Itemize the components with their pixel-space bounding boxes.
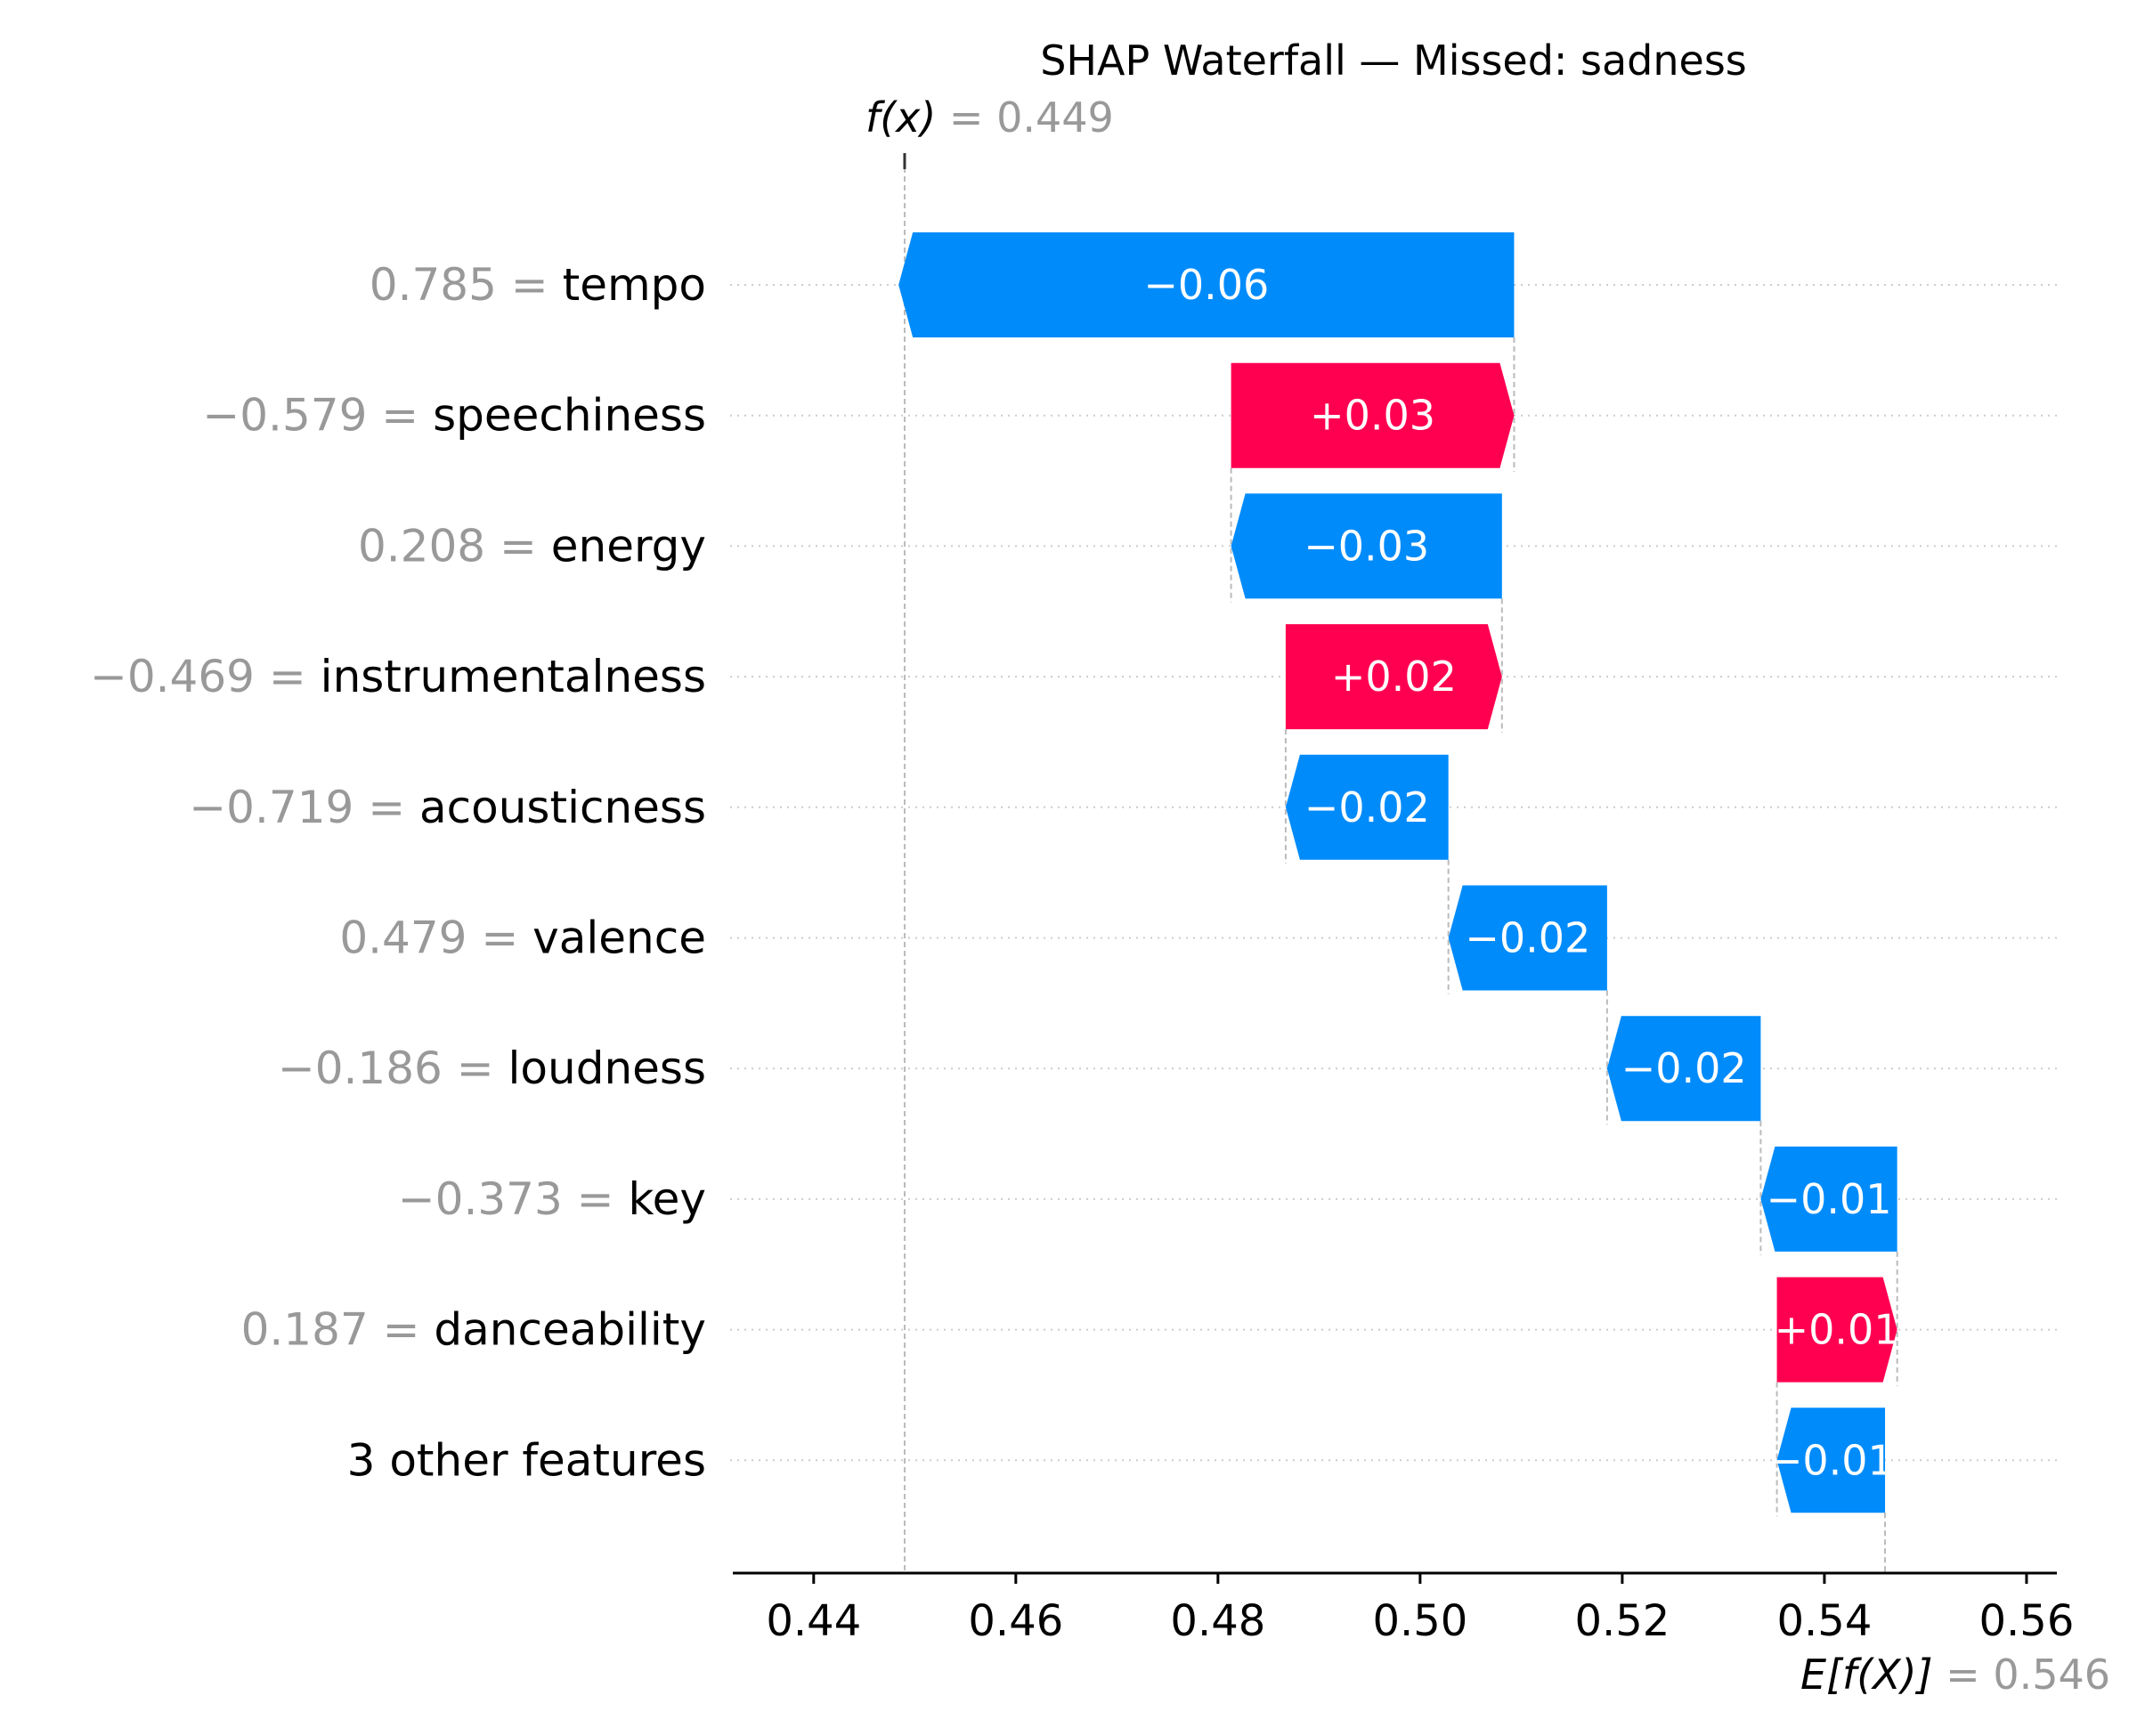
bar-speechiness — [1231, 362, 1515, 468]
bar-value-label: −0.02 — [1465, 914, 1590, 962]
x-tick-label: 0.46 — [968, 1596, 1063, 1646]
bar-value-label: −0.01 — [1767, 1175, 1892, 1223]
bar-value-label: −0.03 — [1304, 522, 1429, 570]
feature-name: valence — [532, 913, 706, 964]
ex-value: = 0.546 — [1933, 1651, 2110, 1699]
feature-label: −0.373 = key — [398, 1173, 706, 1225]
feature-name: energy — [551, 520, 706, 572]
fx-name: f(x) — [865, 93, 936, 142]
feature-value: −0.373 = — [398, 1173, 629, 1225]
bar-value-label: −0.02 — [1621, 1044, 1747, 1092]
fx-value: = 0.449 — [936, 93, 1113, 142]
feature-value: 0.785 = — [370, 259, 563, 311]
feature-value: 0.479 = — [339, 913, 532, 964]
feature-label: 0.187 = danceability — [241, 1304, 706, 1356]
feature-name: instrumentalness — [321, 651, 706, 702]
feature-label: −0.469 = instrumentalness — [90, 651, 706, 702]
bar-valence — [1448, 885, 1607, 991]
feature-name: danceability — [434, 1304, 706, 1356]
bar-value-label: −0.06 — [1143, 261, 1269, 309]
feature-label: 3 other features — [347, 1434, 706, 1486]
feature-labels: 0.785 = tempo −0.579 = speechiness 0.208 =… — [90, 259, 706, 1486]
bar-value-label: −0.02 — [1304, 783, 1430, 831]
x-tick-label: 0.56 — [1979, 1596, 2075, 1646]
feature-name: loudness — [508, 1042, 706, 1094]
chart-title: SHAP Waterfall — Missed: sadness — [1040, 37, 1747, 85]
x-tick-label: 0.48 — [1170, 1596, 1265, 1646]
feature-label: 0.479 = valence — [339, 913, 706, 964]
ex-label: E[f(X)] = 0.546 — [1800, 1651, 2110, 1699]
x-tick-label: 0.52 — [1574, 1596, 1670, 1646]
bar-3-other-features — [1776, 1407, 1886, 1513]
feature-label: −0.579 = speechiness — [202, 390, 706, 442]
feature-name: tempo — [563, 259, 706, 311]
feature-value: −0.579 = — [202, 390, 433, 442]
x-tick-label: 0.44 — [766, 1596, 861, 1646]
bar-instrumentalness — [1285, 624, 1502, 730]
bar-value-label: +0.02 — [1331, 653, 1457, 701]
feature-name: speechiness — [433, 390, 706, 442]
feature-name: acousticness — [419, 782, 706, 833]
feature-name: key — [628, 1173, 706, 1225]
feature-label: 0.785 = tempo — [370, 259, 706, 311]
bar-value-label: −0.01 — [1768, 1436, 1894, 1484]
bar-value-label: +0.03 — [1310, 392, 1435, 440]
connector-lines — [903, 153, 1898, 1573]
feature-value: −0.469 = — [90, 651, 321, 702]
fx-label: f(x) = 0.449 — [865, 93, 1114, 142]
bar-value-label: +0.01 — [1775, 1306, 1900, 1354]
bar-key — [1760, 1146, 1897, 1252]
x-axis: 0.44 0.46 0.48 0.50 0.52 0.54 0.56 f(x) = 0.449… — [733, 93, 2110, 1699]
bar-tempo — [898, 232, 1515, 337]
x-tick-label: 0.50 — [1372, 1596, 1467, 1646]
feature-value: −0.719 = — [189, 782, 419, 833]
feature-label: −0.186 = loudness — [278, 1042, 706, 1094]
bar-loudness — [1606, 1016, 1761, 1122]
bar-energy — [1231, 493, 1502, 599]
feature-value: −0.186 = — [278, 1042, 508, 1094]
feature-value: 0.187 = — [241, 1304, 435, 1356]
feature-value: 0.208 = — [358, 520, 551, 572]
feature-name: 3 other features — [347, 1434, 706, 1486]
feature-label: −0.719 = acousticness — [189, 782, 706, 833]
bar-danceability — [1776, 1277, 1897, 1383]
feature-label: 0.208 = energy — [358, 520, 706, 572]
bars: −0.06 +0.03 −0.03 +0.02 −0.02 −0.02 −0.02 −0.01… — [898, 232, 1900, 1513]
x-tick-label: 0.54 — [1776, 1596, 1872, 1646]
ex-name: E[f(X)] — [1800, 1651, 1933, 1699]
bar-acousticness — [1285, 754, 1449, 860]
